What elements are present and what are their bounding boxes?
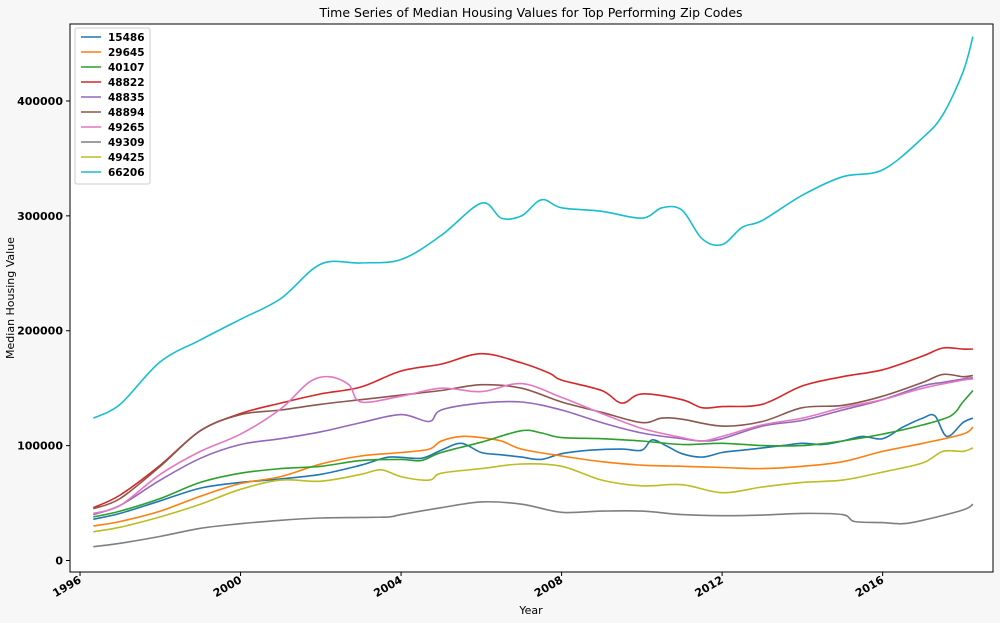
series-line-49309: [93, 500, 974, 548]
x-axis-label: Year: [518, 604, 543, 617]
series-line-15486: [93, 413, 974, 520]
x-tick-label: 1996: [51, 573, 84, 600]
y-tick-label: 200000: [17, 325, 63, 338]
series-line-29645: [93, 426, 974, 527]
legend-label-29645: 29645: [108, 47, 145, 59]
y-axis: 0 100000 200000 300000 400000: [17, 95, 70, 568]
legend-label-48822: 48822: [108, 77, 145, 89]
series-lines: [92, 36, 974, 548]
series-line-49265: [93, 375, 973, 515]
x-tick-label: 2016: [853, 573, 886, 600]
x-tick-label: 2000: [211, 573, 244, 600]
series-line-48894: [93, 373, 974, 510]
legend-label-49265: 49265: [108, 122, 145, 134]
y-tick-label: 0: [55, 555, 63, 568]
legend-label-48835: 48835: [108, 92, 145, 104]
y-tick-label: 100000: [17, 440, 63, 453]
legend-label-40107: 40107: [108, 62, 145, 74]
x-axis: 1996 2000 2004 2008 2012 2016: [51, 572, 886, 600]
series-line-66206: [92, 36, 974, 419]
y-axis-label: Median Housing Value: [4, 237, 17, 359]
legend-label-66206: 66206: [108, 167, 145, 179]
series-line-49425: [93, 447, 974, 533]
y-tick-label: 300000: [17, 210, 63, 223]
legend-label-49309: 49309: [108, 137, 145, 149]
y-tick-label: 400000: [17, 95, 63, 108]
legend: 15486 29645 40107 48822 48835 48894 49265 49309…: [74, 27, 151, 185]
x-tick-label: 2012: [693, 573, 726, 600]
chart-title: Time Series of Median Housing Values for…: [318, 5, 742, 20]
series-line-48822: [92, 346, 973, 509]
series-line-40107: [93, 389, 974, 518]
x-tick-label: 2004: [372, 573, 405, 600]
plot-area: [69, 23, 994, 573]
legend-label-15486: 15486: [108, 32, 145, 44]
x-tick-label: 2008: [532, 573, 565, 600]
legend-label-48894: 48894: [108, 107, 145, 119]
legend-label-49425: 49425: [108, 152, 145, 164]
